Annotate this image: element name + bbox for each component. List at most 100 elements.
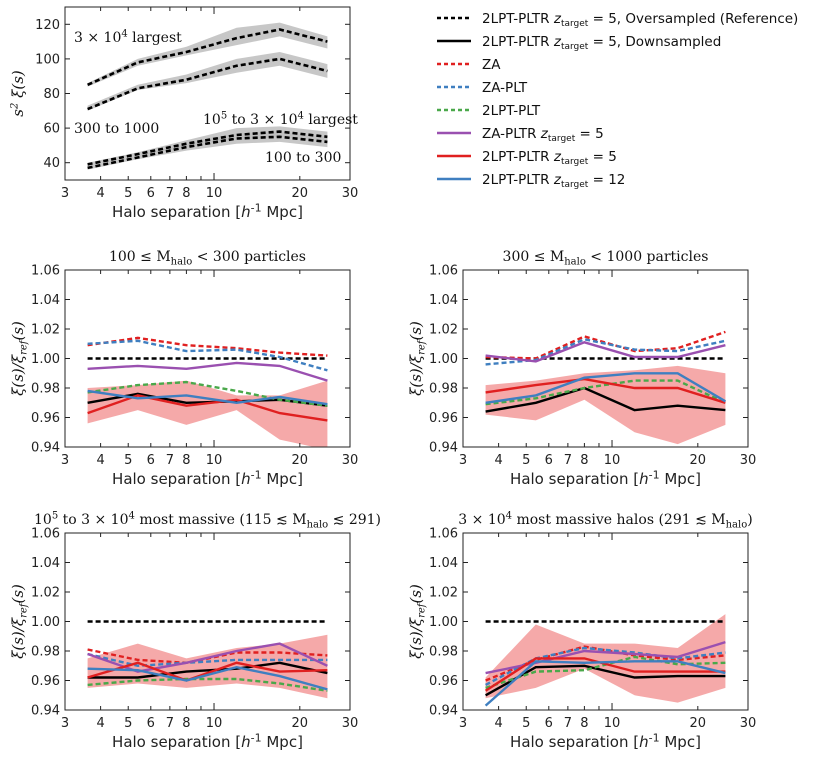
p2-line-za-pltr-z-target-5 bbox=[485, 341, 726, 363]
p1-ytick-label: 1.04 bbox=[31, 293, 60, 308]
p2-line-2lpt-plt bbox=[485, 379, 726, 406]
p4-ytick-label: 1.02 bbox=[429, 586, 458, 601]
p2-ytick-label: 1.04 bbox=[429, 293, 458, 308]
top-annotation-10-5-to-3-10-4-largest: 105​ to 3 × 104​ largest bbox=[203, 111, 358, 128]
p1-line-za-pltr-z-target-5 bbox=[87, 361, 328, 382]
p1-plot-area bbox=[87, 336, 328, 447]
p1-line-za bbox=[87, 336, 328, 357]
p3-ytick-label: 0.98 bbox=[31, 645, 60, 660]
p3-line-za-plt bbox=[87, 652, 328, 668]
p2-line-2lpt-pltr-z-target-12 bbox=[485, 372, 727, 404]
p1-xtick-label: 3 bbox=[61, 453, 69, 468]
p3-xtick-label: 6 bbox=[147, 716, 155, 731]
p4-plot-area bbox=[484, 614, 726, 707]
top-xtick-label: 3 bbox=[61, 186, 69, 201]
p3-ytick-label: 0.94 bbox=[31, 704, 60, 719]
p3-line-2lpt-pltr-z-target-5-downsampled bbox=[87, 661, 328, 679]
legend-label-za-plt: ZA-PLT bbox=[482, 80, 528, 96]
top-ytick-label: 80 bbox=[43, 87, 60, 102]
top-line-10-5-to-3-10-4-largest bbox=[87, 130, 328, 166]
p4-line-za-plt bbox=[485, 646, 726, 686]
top-ytick-label: 60 bbox=[43, 122, 60, 137]
p3-line-2lpt-pltr-z-target-5 bbox=[87, 661, 328, 682]
p3-axes: 3 4 5 6 7 8 10 20 30 0.94 0.96 0.98 1.00 1.02 1.04 1.06… bbox=[9, 511, 381, 751]
p2-xtick-label: 7 bbox=[564, 453, 572, 468]
top-ytick-label: 120 bbox=[35, 18, 60, 33]
p3-xtick-label: 7 bbox=[166, 716, 174, 731]
p1-xtick-label: 7 bbox=[166, 453, 174, 468]
p2-ylabel: ξ(s)/ξref​(s) bbox=[407, 321, 428, 396]
p2-xtick-label: 30 bbox=[740, 453, 757, 468]
p2-xtick-label: 6 bbox=[545, 453, 553, 468]
p2-ytick-label: 1.02 bbox=[429, 323, 458, 338]
p1-ytick-label: 1.02 bbox=[31, 323, 60, 338]
legend-label-2lpt-plt: 2LPT-PLT bbox=[482, 103, 541, 119]
p4-ytick-label: 1.06 bbox=[429, 527, 458, 542]
p3-xtick-label: 8 bbox=[182, 716, 190, 731]
p2-xtick-label: 10 bbox=[604, 453, 621, 468]
p4-xtick-label: 5 bbox=[522, 716, 530, 731]
p1-ytick-label: 0.98 bbox=[31, 382, 60, 397]
p4-xtick-label: 6 bbox=[545, 716, 553, 731]
p2-xtick-label: 5 bbox=[522, 453, 530, 468]
top-band-300-to-1000 bbox=[87, 52, 328, 111]
p4-xtick-label: 20 bbox=[690, 716, 707, 731]
p1-line-2lpt-pltr-z-target-5 bbox=[87, 394, 328, 422]
p2-xlabel: Halo separation [h-1​ Mpc] bbox=[510, 468, 701, 488]
p4-ytick-label: 0.96 bbox=[429, 674, 458, 689]
top-line-100-to-300 bbox=[87, 135, 328, 170]
p3-ytick-label: 1.04 bbox=[31, 556, 60, 571]
top-xtick-label: 5 bbox=[124, 186, 132, 201]
p2-ytick-label: 1.06 bbox=[429, 264, 458, 279]
p3-ytick-label: 1.02 bbox=[31, 586, 60, 601]
p1-frame bbox=[64, 269, 351, 448]
top-xtick-label: 30 bbox=[342, 186, 359, 201]
p1-title: 100 ≤ Mhalo​ < 300 particles bbox=[109, 249, 306, 268]
p4-xtick-label: 30 bbox=[740, 716, 757, 731]
top-band-100-to-300 bbox=[87, 131, 328, 170]
top-frame bbox=[64, 6, 351, 181]
p4-axes: 3 4 5 6 7 8 10 20 30 0.94 0.96 0.98 1.00 1.02 1.04 1.06… bbox=[407, 511, 756, 751]
legend-label-2lpt-pltr-z-target-5: 2LPT-PLTR ztarget = 5 bbox=[482, 149, 617, 167]
p2-line-2lpt-pltr-z-target-5-downsampled bbox=[485, 386, 726, 413]
p2-ytick-label: 1.00 bbox=[429, 352, 458, 367]
legend-label-2lpt-pltr-z-target-12: 2LPT-PLTR ztarget = 12 bbox=[482, 172, 625, 190]
p2-axes: 3 4 5 6 7 8 10 20 30 0.94 0.96 0.98 1.00 1.02 1.04 1.06… bbox=[407, 249, 756, 488]
p3-xlabel: Halo separation [h-1​ Mpc] bbox=[112, 731, 303, 751]
p1-line-2lpt-plt bbox=[87, 380, 328, 407]
p4-error-band bbox=[485, 614, 726, 703]
top-ylabel: s2​ ξ(s) bbox=[9, 70, 27, 117]
p1-ylabel: ξ(s)/ξref​(s) bbox=[9, 321, 30, 396]
p4-ytick-label: 1.04 bbox=[429, 556, 458, 571]
top-xtick-label: 10 bbox=[206, 186, 223, 201]
p2-error-band bbox=[485, 365, 726, 445]
p2-xtick-label: 3 bbox=[459, 453, 467, 468]
p3-title: 105​ to 3 × 104​ most massive (115 ≲ Mha… bbox=[34, 511, 381, 531]
legend-label-za-pltr-z-target-5: ZA-PLTR ztarget = 5 bbox=[482, 126, 604, 144]
p3-xtick-label: 10 bbox=[206, 716, 223, 731]
p3-plot-area bbox=[87, 620, 328, 699]
top-axes: 3 4 5 6 7 8 10 20 30 40 60 80 100 120 Halo separation … bbox=[9, 6, 359, 221]
p3-frame bbox=[64, 532, 351, 711]
p4-xtick-label: 4 bbox=[494, 716, 502, 731]
p1-xtick-label: 8 bbox=[182, 453, 190, 468]
legend-label-za: ZA bbox=[482, 57, 501, 73]
p2-ytick-label: 0.98 bbox=[429, 382, 458, 397]
p4-xtick-label: 10 bbox=[604, 716, 621, 731]
p1-ytick-label: 1.06 bbox=[31, 264, 60, 279]
p1-xtick-label: 5 bbox=[124, 453, 132, 468]
p1-xtick-label: 4 bbox=[96, 453, 104, 468]
p3-line-za-pltr-z-target-5 bbox=[87, 642, 328, 673]
p1-xtick-label: 10 bbox=[206, 453, 223, 468]
p1-xtick-label: 30 bbox=[342, 453, 359, 468]
p4-xtick-label: 7 bbox=[564, 716, 572, 731]
p1-axes: 3 4 5 6 7 8 10 20 30 0.94 0.96 0.98 1.00 1.02 1.04 1.06… bbox=[9, 249, 358, 488]
top-annotation-300-to-1000: 300 to 1000 bbox=[74, 121, 159, 137]
p3-xtick-label: 3 bbox=[61, 716, 69, 731]
p3-ytick-label: 1.00 bbox=[31, 615, 60, 630]
p4-line-2lpt-pltr-z-target-5-downsampled bbox=[485, 664, 726, 697]
p1-ytick-label: 0.96 bbox=[31, 411, 60, 426]
top-plot-area bbox=[87, 22, 328, 170]
p2-ytick-label: 0.94 bbox=[429, 441, 458, 456]
p3-line-za bbox=[87, 648, 328, 665]
